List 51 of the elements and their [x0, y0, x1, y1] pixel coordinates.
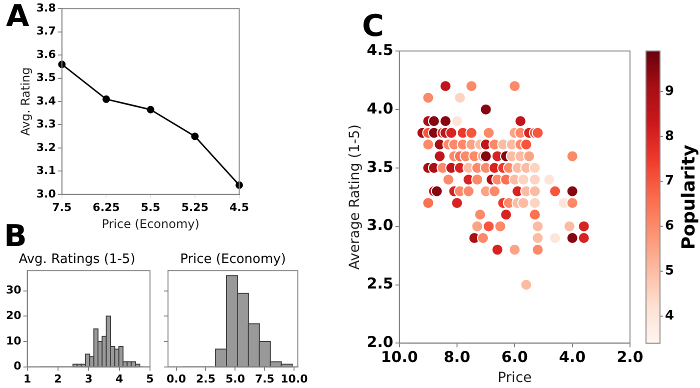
x-tick-label: 5.25: [181, 200, 208, 214]
x-tick-label: 2: [54, 372, 62, 386]
y-tick-label: 3.3: [36, 118, 56, 131]
y-tick-label: 3.0: [366, 216, 394, 234]
text: A: [6, 0, 30, 34]
y-tick-label: 3.7: [36, 24, 56, 38]
y-tick-label: 3.5: [366, 158, 394, 176]
x-tick-label: 5.0: [225, 372, 246, 386]
text: B: [4, 219, 27, 254]
color-bar-title: Popularity: [678, 144, 700, 250]
x-tick-label: 4: [116, 372, 124, 386]
x-tick-label: 5.5: [140, 200, 160, 214]
chart-title: Price (Economy): [180, 252, 286, 268]
x-tick-label: 3: [84, 372, 92, 386]
color-bar-label: 9: [665, 84, 674, 99]
y-tick-label: 3.4: [36, 94, 56, 108]
y-tick-label: 10: [6, 334, 22, 348]
y-tick-label: 3.8: [36, 1, 56, 14]
y-tick-label: 3.1: [36, 164, 56, 178]
x-tick-label: 7.5: [254, 372, 274, 386]
y-tick-label: 20: [6, 309, 22, 322]
x-tick-label: 6.25: [92, 200, 120, 214]
x-tick-label: 10.0: [280, 372, 308, 386]
y-tick-label: 3.5: [36, 71, 56, 84]
chart-title: Avg. Ratings (1-5): [18, 252, 136, 268]
y-tick-label: 30: [6, 284, 22, 297]
y-tick-label: 2.5: [366, 274, 394, 293]
x-tick-label: 1: [23, 372, 32, 386]
color-bar-label: 4: [665, 308, 674, 324]
y-tick-label: 3.6: [36, 48, 56, 61]
y-tick-label: 4.0: [366, 99, 394, 118]
color-bar-label: 5: [665, 264, 674, 279]
x-tick-label: 4.5: [230, 200, 250, 214]
x-tick-label: 2.0: [616, 348, 644, 366]
y-tick-label: 3.2: [36, 140, 56, 154]
x-tick-label: 2.5: [196, 372, 216, 386]
y-tick-label: 3.0: [36, 187, 56, 200]
x-tick-label: 5: [146, 372, 154, 386]
y-axis-title: Average Rating (1-5): [347, 124, 364, 270]
x-tick-label: 6.0: [501, 348, 528, 366]
x-tick-label: 0.0: [166, 372, 186, 386]
y-axis-title: Avg. Rating: [18, 67, 32, 136]
color-bar-label: 8: [665, 128, 674, 144]
x-tick-label: 4.0: [559, 348, 586, 366]
y-tick-label: 0: [14, 360, 22, 373]
x-tick-label: 8.0: [444, 348, 470, 366]
color-bar-label: 7: [665, 174, 674, 189]
x-tick-label: 7.5: [52, 200, 72, 214]
x-axis-title: Price (Economy): [102, 216, 200, 231]
x-axis-title: Price: [498, 370, 532, 386]
color-bar-label: 6: [665, 218, 674, 234]
